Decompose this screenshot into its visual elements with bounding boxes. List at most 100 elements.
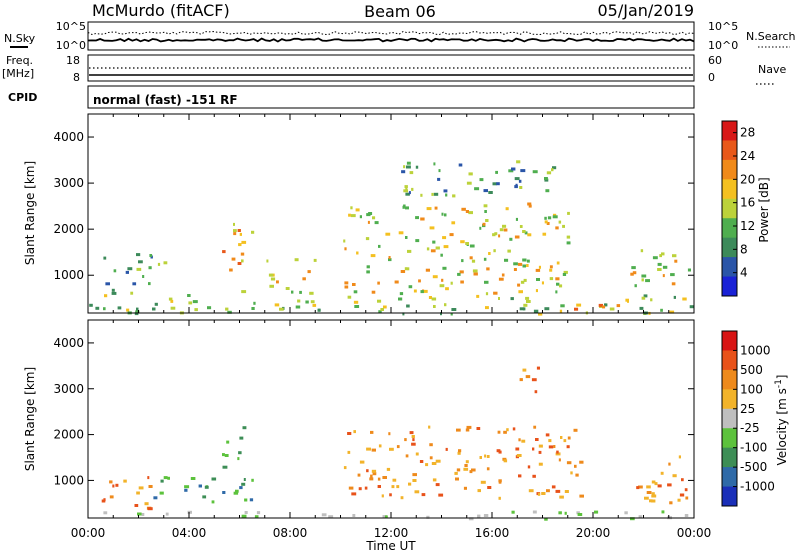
- echo-cell: [109, 480, 113, 484]
- echo-cell: [498, 480, 502, 484]
- power-ylabel: Slant Range [km]: [23, 161, 37, 265]
- echo-cell: [624, 511, 628, 515]
- echo-cell: [414, 490, 420, 494]
- echo-cell: [669, 501, 673, 505]
- echo-cell: [380, 308, 384, 311]
- echo-cell: [627, 299, 629, 303]
- echo-cell: [516, 454, 522, 457]
- echo-cell: [536, 278, 540, 281]
- echo-cell: [544, 216, 547, 220]
- echo-cell: [636, 486, 640, 490]
- colorbar-tick-label: 24: [740, 149, 755, 163]
- echo-cell: [184, 485, 190, 489]
- echo-cell: [435, 483, 440, 487]
- nave-tick-top: 60: [708, 54, 722, 67]
- y-tick-label: 3000: [53, 176, 84, 190]
- echo-cell: [359, 215, 362, 219]
- echo-cell: [449, 233, 454, 237]
- echo-cell: [562, 224, 565, 228]
- echo-cell: [566, 235, 571, 239]
- echo-cell: [650, 298, 653, 302]
- echo-cell: [574, 307, 579, 311]
- echo-cell: [237, 229, 241, 232]
- colorbar-tick-label: -25: [740, 421, 760, 435]
- echo-cell: [534, 390, 538, 394]
- echo-cell: [350, 214, 356, 218]
- colorbar-bin: [722, 486, 737, 507]
- echo-cell: [555, 489, 561, 493]
- echo-cell: [211, 500, 215, 504]
- colorbar-bin: [722, 257, 737, 278]
- echo-cell: [471, 259, 476, 263]
- echo-cell: [407, 249, 412, 253]
- x-axis-label: Time UT: [365, 539, 416, 553]
- echo-cell: [544, 220, 548, 224]
- echo-cell: [523, 303, 528, 307]
- echo-cell: [239, 232, 242, 236]
- echo-cell: [396, 445, 400, 449]
- echo-cell: [641, 296, 646, 300]
- echo-cell: [130, 291, 134, 295]
- colorbar-bin: [722, 331, 737, 351]
- echo-cell: [233, 491, 239, 495]
- y-tick-label: 1000: [53, 473, 84, 487]
- echo-cell: [609, 307, 615, 311]
- echo-cell: [535, 268, 541, 272]
- echo-cell: [295, 305, 301, 309]
- echo-cell: [381, 494, 384, 498]
- echo-cell: [369, 477, 374, 481]
- colorbar-tick-label: 20: [740, 172, 755, 186]
- echo-cell: [352, 514, 356, 517]
- echo-cell: [269, 284, 274, 288]
- echo-cell: [657, 268, 662, 271]
- echo-cell: [531, 378, 537, 382]
- colorbar-bin: [722, 179, 737, 200]
- echo-cell: [136, 267, 142, 271]
- echo-cell: [483, 514, 489, 517]
- echo-cell: [163, 476, 168, 480]
- echo-cell: [549, 265, 553, 269]
- colorbar-bin: [722, 159, 737, 180]
- echo-cell: [538, 444, 543, 448]
- echo-cell: [321, 513, 327, 517]
- echo-cell: [366, 265, 370, 269]
- echo-cell: [502, 224, 507, 228]
- echo-cell: [555, 452, 561, 456]
- echo-cell: [641, 274, 647, 278]
- echo-cell: [127, 267, 133, 271]
- echo-cell: [433, 305, 436, 308]
- power-colorbar-label: Power [dB]: [757, 177, 771, 242]
- echo-cell: [538, 462, 543, 466]
- echo-cell: [398, 231, 404, 235]
- echo-cell: [459, 270, 464, 274]
- echo-cell: [153, 496, 158, 500]
- echo-cell: [660, 471, 664, 475]
- noise-tick-bottom-left: 10^0: [56, 39, 86, 52]
- echo-cell: [126, 308, 130, 312]
- echo-cell: [549, 277, 554, 281]
- echo-cell: [513, 268, 517, 271]
- echo-cell: [450, 281, 453, 285]
- echo-cell: [344, 281, 349, 285]
- echo-cell: [148, 266, 152, 270]
- echo-cell: [544, 177, 548, 180]
- echo-cell: [522, 230, 526, 233]
- echo-cell: [445, 447, 448, 451]
- velocity-panel: 1000 2000 3000 4000 00:00 04:00 08:00 12:00 16:…: [23, 319, 789, 553]
- freq-tick-top: 18: [66, 54, 80, 67]
- echo-cell: [370, 474, 373, 478]
- echo-cell: [533, 425, 537, 429]
- cpid-value: normal (fast) -151 RF: [93, 93, 238, 107]
- echo-cell: [190, 477, 196, 480]
- echo-cell: [188, 301, 193, 305]
- cpid-panel-frame: [87, 85, 695, 109]
- echo-cell: [294, 258, 299, 262]
- echo-cell: [559, 309, 563, 313]
- nsky-label: N.Sky: [4, 32, 36, 45]
- echo-cell: [249, 498, 254, 502]
- echo-cell: [657, 262, 662, 266]
- echo-cell: [566, 241, 571, 245]
- echo-cell: [563, 270, 568, 274]
- echo-cell: [435, 246, 440, 250]
- echo-cell: [138, 260, 143, 264]
